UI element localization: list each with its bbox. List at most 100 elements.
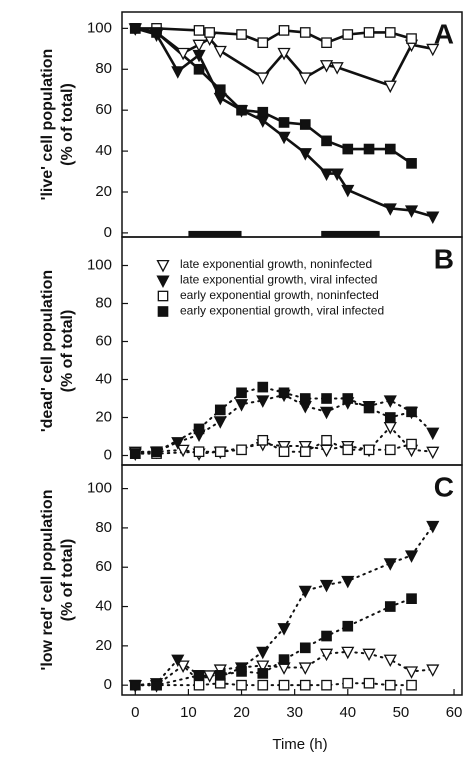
data-point	[383, 558, 397, 571]
data-point	[404, 666, 419, 679]
data-point	[278, 387, 290, 399]
data-point	[404, 205, 419, 218]
data-point	[299, 27, 311, 38]
data-point	[363, 27, 375, 38]
x-tick-label: 50	[393, 704, 410, 721]
data-point	[171, 654, 185, 668]
y-tick-label: 80	[95, 519, 112, 536]
data-point	[236, 104, 247, 116]
x-tick-label: 20	[233, 704, 250, 721]
data-point	[129, 448, 141, 459]
y-axis-label: 'live' cell population	[39, 49, 56, 201]
data-point	[176, 660, 190, 673]
legend-marker	[157, 306, 169, 317]
data-point	[342, 677, 354, 689]
x-tick-label: 40	[339, 704, 356, 721]
data-point	[203, 670, 217, 683]
y-tick-label: 0	[104, 676, 112, 693]
data-point	[330, 168, 344, 182]
y-tick-label: 60	[95, 558, 112, 575]
y-tick-label: 100	[87, 19, 112, 36]
data-point	[277, 131, 291, 145]
data-point	[256, 646, 270, 660]
data-point	[298, 585, 312, 599]
data-point	[384, 27, 396, 38]
y-tick-label: 40	[95, 142, 112, 159]
data-point	[236, 666, 247, 677]
data-point	[151, 679, 162, 691]
data-point	[383, 203, 397, 216]
data-point	[192, 49, 206, 63]
data-point	[193, 670, 205, 681]
data-point	[176, 444, 190, 458]
series-line	[133, 27, 413, 165]
data-point	[406, 679, 417, 691]
y-axis-label: 'dead' cell population	[39, 270, 56, 432]
panel-label: A	[434, 18, 454, 49]
data-point	[236, 679, 247, 691]
series-line	[134, 597, 413, 687]
legend-label: late exponential growth, noninfected	[180, 257, 372, 271]
x-tick-label: 30	[286, 704, 303, 721]
data-point	[256, 660, 270, 673]
y-tick-label: 20	[95, 637, 112, 654]
data-point	[319, 406, 334, 420]
plot-frame	[121, 236, 463, 466]
y-tick-label: 80	[95, 294, 112, 311]
data-point	[193, 679, 205, 691]
data-point	[256, 72, 270, 85]
data-point	[299, 446, 311, 458]
data-point	[129, 23, 141, 34]
data-point	[406, 406, 417, 418]
data-point	[214, 446, 226, 458]
y-tick-label: 100	[87, 480, 112, 497]
data-point	[319, 648, 334, 662]
data-point	[234, 399, 249, 412]
data-point	[298, 72, 312, 85]
data-point	[278, 654, 290, 665]
data-point	[342, 29, 354, 40]
y-tick-label: 0	[104, 446, 112, 463]
y-tick-label: 40	[95, 598, 112, 615]
data-point	[426, 43, 440, 57]
data-point	[384, 444, 396, 456]
data-point	[299, 119, 311, 130]
data-point	[384, 143, 396, 155]
data-point	[426, 211, 440, 224]
legend-marker	[156, 275, 170, 288]
data-point	[319, 444, 334, 458]
data-point	[277, 623, 291, 636]
data-point	[384, 601, 396, 612]
data-point	[406, 438, 417, 450]
legend-marker	[157, 290, 169, 302]
data-point	[319, 579, 334, 593]
data-point	[383, 395, 397, 408]
y-tick-label: 0	[104, 224, 112, 241]
data-point	[278, 25, 290, 36]
data-point	[341, 575, 355, 589]
data-point	[321, 393, 332, 404]
data-point	[341, 184, 355, 198]
data-point	[362, 648, 376, 662]
data-point	[171, 437, 185, 450]
data-point	[321, 679, 332, 691]
data-point	[341, 646, 355, 660]
data-point	[406, 593, 417, 605]
y-axis-label: (% of total)	[59, 539, 76, 622]
data-point	[151, 446, 162, 458]
data-point	[298, 148, 312, 161]
x-tick-label: 60	[446, 704, 463, 721]
data-point	[426, 520, 440, 534]
data-point	[278, 117, 290, 128]
y-axis-label: 'low red' cell population	[39, 490, 56, 671]
data-point	[193, 63, 205, 75]
y-axis-label: (% of total)	[59, 310, 76, 393]
data-point	[257, 37, 269, 49]
y-tick-label: 60	[95, 332, 112, 349]
data-point	[193, 25, 205, 36]
data-point	[299, 642, 311, 654]
y-tick-label: 100	[87, 256, 112, 273]
data-point	[342, 444, 354, 456]
data-point	[363, 444, 375, 456]
